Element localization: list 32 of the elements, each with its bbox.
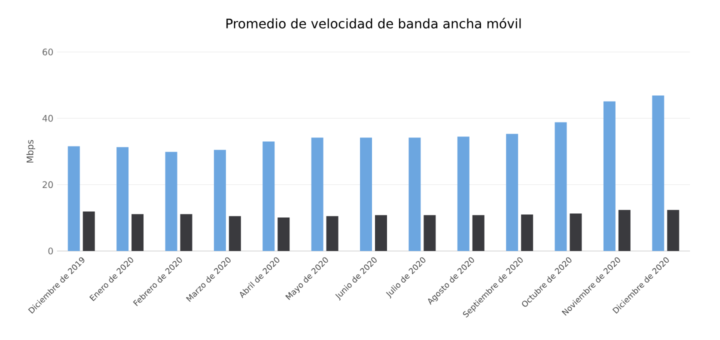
- bar: [278, 218, 290, 251]
- bar: [360, 138, 372, 251]
- bar: [457, 136, 470, 251]
- y-axis-title: Mbps: [26, 140, 36, 163]
- bar: [603, 101, 616, 251]
- bar: [68, 146, 80, 251]
- bar: [652, 95, 664, 251]
- bar: [180, 214, 192, 251]
- bar: [618, 210, 630, 251]
- bar: [214, 150, 226, 251]
- bar: [262, 142, 275, 251]
- chart-title: Promedio de velocidad de banda ancha móvil: [226, 18, 521, 28]
- bar: [554, 122, 567, 251]
- bar: [116, 147, 129, 251]
- bar: [424, 215, 436, 251]
- bar: [311, 138, 324, 251]
- bar: [82, 212, 95, 251]
- bar: [521, 214, 534, 251]
- bar: [472, 215, 484, 251]
- bar: [326, 216, 338, 251]
- y-tick-label: 40: [42, 114, 53, 122]
- bar: [408, 138, 421, 251]
- bar: [132, 214, 144, 251]
- bar: [228, 216, 241, 251]
- bar: [667, 210, 680, 251]
- y-tick-label: 60: [42, 48, 53, 56]
- bar: [165, 152, 178, 251]
- bar: [375, 215, 388, 251]
- y-tick-label: 20: [42, 181, 53, 188]
- bar: [570, 214, 582, 251]
- y-tick-label: 0: [48, 248, 53, 254]
- bar: [506, 134, 518, 251]
